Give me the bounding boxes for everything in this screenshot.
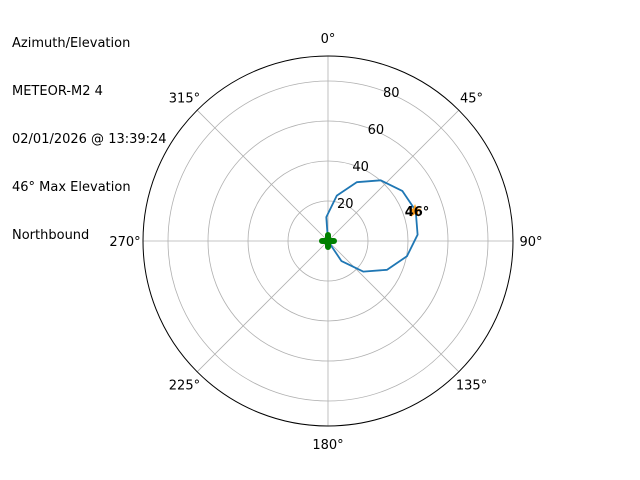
polar-frame xyxy=(142,55,514,427)
theta-tick-label: 0° xyxy=(321,32,336,47)
info-direction: Northbound xyxy=(12,228,90,243)
info-max-elevation: 46° Max Elevation xyxy=(12,180,131,195)
theta-tick-label: 135° xyxy=(456,379,487,394)
angular-gridline xyxy=(196,109,329,242)
info-datetime: 02/01/2026 @ 13:39:24 xyxy=(12,132,167,147)
theta-tick-label: 45° xyxy=(460,91,483,106)
max-elevation-label: 46° xyxy=(405,205,430,220)
theta-tick-label: 90° xyxy=(519,235,542,250)
theta-tick-label: 180° xyxy=(312,438,343,453)
r-tick-label: 60 xyxy=(368,123,385,138)
info-satellite: METEOR-M2 4 xyxy=(12,84,103,99)
theta-tick-label: 315° xyxy=(169,91,200,106)
angular-gridline xyxy=(327,109,460,242)
max-elevation-marker xyxy=(408,204,422,217)
r-tick-label: 20 xyxy=(337,197,354,212)
r-tick-label: 80 xyxy=(383,86,400,101)
r-tick-label: 40 xyxy=(352,160,369,175)
theta-tick-label: 270° xyxy=(109,235,140,250)
theta-tick-label: 225° xyxy=(169,379,200,394)
start-marker xyxy=(319,232,337,250)
pass-track-line xyxy=(325,179,419,273)
angular-gridline xyxy=(196,240,329,373)
info-title: Azimuth/Elevation xyxy=(12,36,131,51)
pass-info: Azimuth/Elevation METEOR-M2 4 02/01/2026… xyxy=(12,4,167,276)
angular-gridline xyxy=(327,240,460,373)
